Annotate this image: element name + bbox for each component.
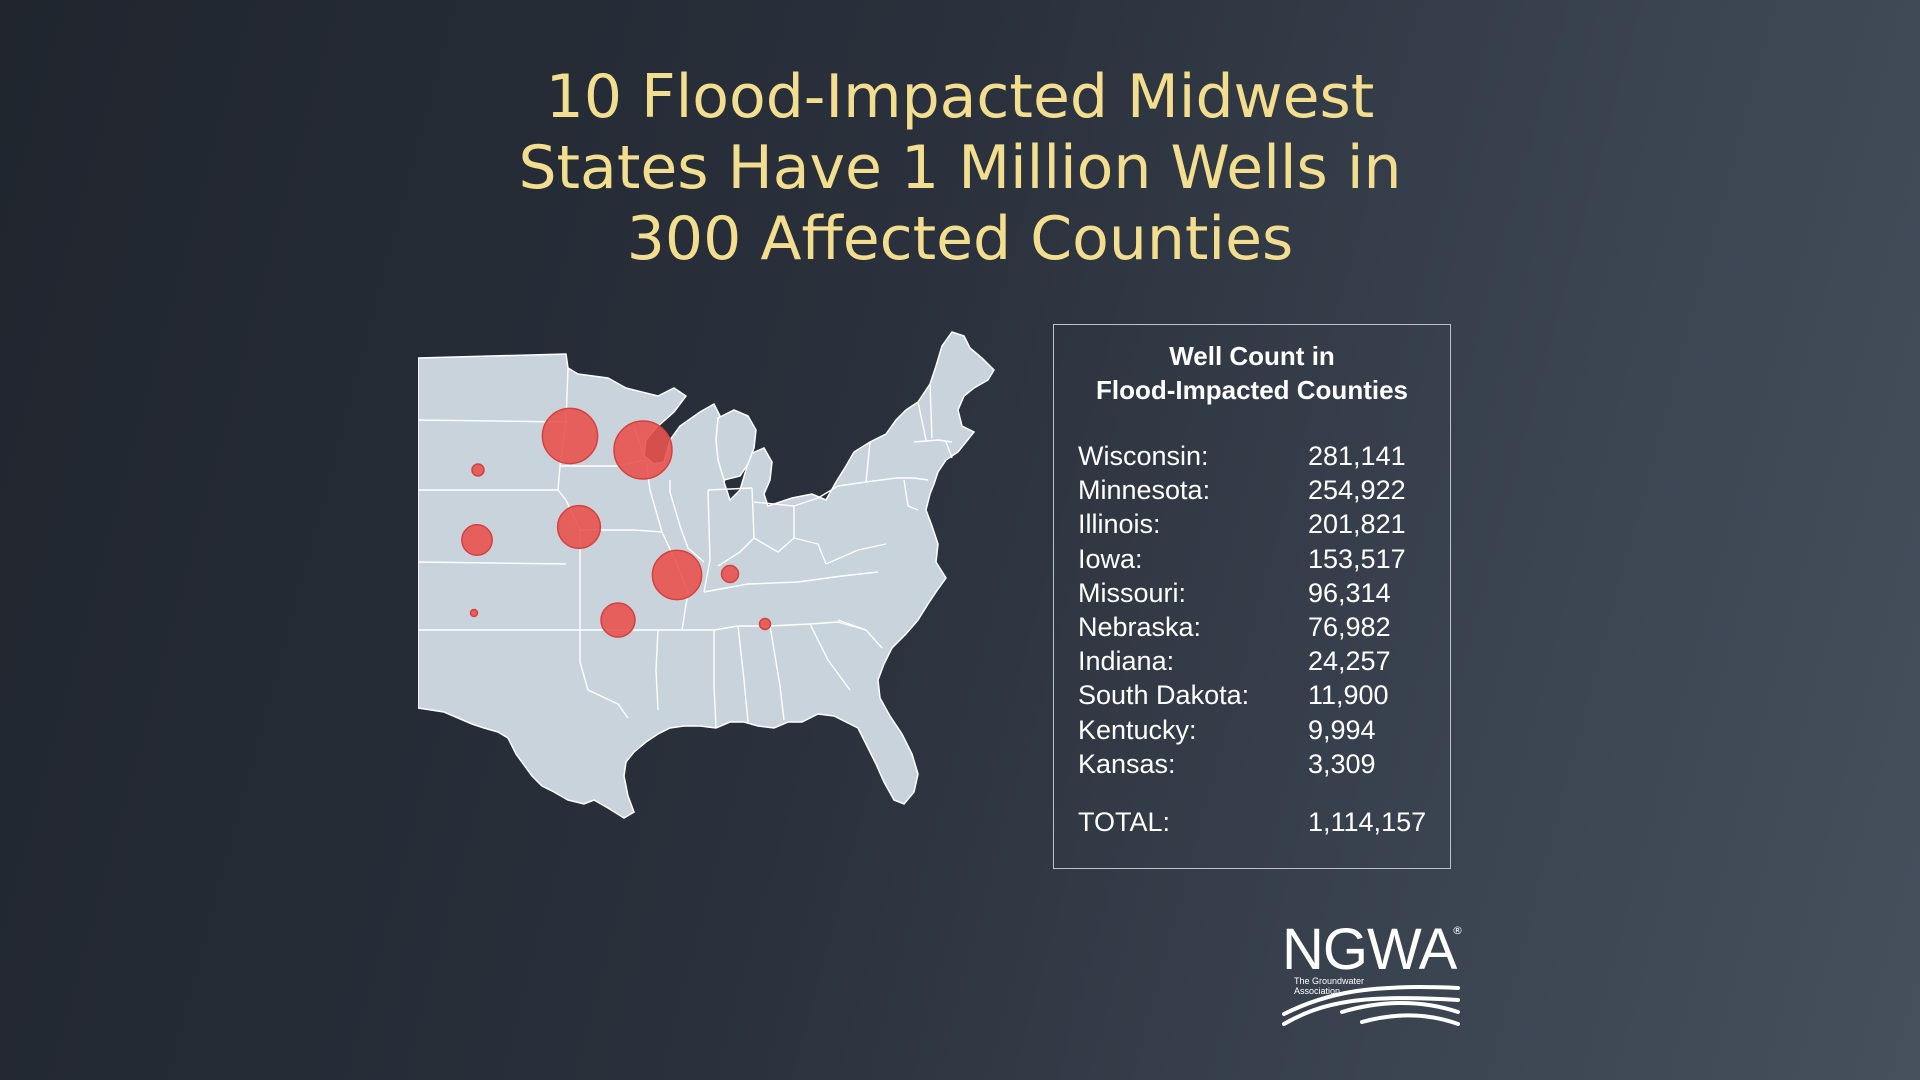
table-row: Iowa: 153,517 — [1078, 542, 1438, 576]
total-value: 1,114,157 — [1308, 807, 1427, 837]
well-count-value: 9,994 — [1308, 714, 1376, 745]
well-marker-south-dakota — [471, 463, 485, 477]
title-line-1: 10 Flood-Impacted Midwest — [545, 62, 1375, 132]
well-marker-wisconsin — [613, 420, 673, 480]
state-label: Indiana: — [1078, 646, 1175, 677]
table-row: Missouri: 96,314 — [1078, 576, 1438, 610]
title-line-2: States Have 1 Million Wells in — [518, 133, 1402, 203]
well-marker-indiana — [720, 564, 740, 584]
us-map-svg — [418, 331, 995, 819]
infographic-title: 10 Flood-Impacted Midwest States Have 1 … — [380, 62, 1540, 275]
logo-wordmark: NGWA — [1282, 917, 1457, 982]
table-row: Illinois: 201,821 — [1078, 507, 1438, 541]
table-row: Minnesota: 254,922 — [1078, 473, 1438, 507]
well-count-value: 254,922 — [1308, 475, 1406, 506]
well-count-markers — [461, 407, 772, 638]
well-count-value: 11,900 — [1308, 680, 1389, 711]
well-count-value: 3,309 — [1308, 748, 1376, 779]
well-marker-iowa — [556, 504, 602, 550]
state-label: Iowa: — [1078, 543, 1143, 574]
table-row: Kansas: 3,309 — [1078, 747, 1438, 781]
state-label: Kentucky: — [1078, 714, 1197, 745]
table-total-row: TOTAL: 1,114,157 — [1078, 805, 1438, 839]
title-line-3: 300 Affected Counties — [626, 204, 1294, 274]
table-row: Wisconsin: 281,141 — [1078, 439, 1438, 473]
table-row: Nebraska: 76,982 — [1078, 610, 1438, 644]
state-label: Minnesota: — [1078, 475, 1211, 506]
table-row: Kentucky: 9,994 — [1078, 713, 1438, 747]
us-map — [418, 330, 1044, 922]
logo-tagline: The Groundwater Association — [1294, 976, 1374, 996]
well-marker-kentucky — [758, 617, 772, 631]
well-count-value: 153,517 — [1308, 543, 1406, 574]
state-label: Nebraska: — [1078, 612, 1202, 642]
well-marker-illinois — [651, 549, 703, 601]
well-count-value: 76,982 — [1308, 612, 1391, 642]
michigan-peninsula — [715, 409, 757, 481]
well-count-value: 96,314 — [1308, 577, 1391, 608]
well-marker-kansas — [469, 608, 479, 618]
table-title-line-2: Flood-Impacted Counties — [1096, 375, 1408, 405]
table-row: Indiana: 24,257 — [1078, 644, 1438, 678]
total-label: TOTAL: — [1078, 807, 1171, 837]
well-marker-minnesota — [541, 407, 599, 465]
well-count-value: 281,141 — [1308, 441, 1406, 471]
well-marker-missouri — [600, 602, 636, 638]
state-label: Illinois: — [1078, 509, 1161, 540]
ngwa-logo: NGWA ® The Groundwater Association — [1282, 917, 1463, 1028]
state-label: Wisconsin: — [1078, 441, 1209, 471]
well-count-table: Well Count in Flood-Impacted Counties Wi… — [1053, 324, 1451, 869]
table-row: South Dakota: 11,900 — [1078, 678, 1438, 712]
logo-tagline-line-2: Association — [1294, 986, 1341, 996]
logo-tagline-line-1: The Groundwater — [1294, 976, 1365, 986]
state-label: Missouri: — [1078, 577, 1187, 608]
table-title-line-1: Well Count in — [1169, 341, 1335, 371]
state-label: South Dakota: — [1078, 680, 1250, 711]
well-marker-nebraska — [461, 524, 493, 556]
table-title: Well Count in Flood-Impacted Counties — [1054, 339, 1450, 407]
state-label: Kansas: — [1078, 748, 1176, 779]
well-count-value: 24,257 — [1308, 646, 1391, 677]
wave-icon — [1282, 985, 1460, 1026]
us-landmass — [418, 331, 995, 819]
registered-mark: ® — [1452, 924, 1463, 937]
well-count-value: 201,821 — [1308, 509, 1406, 540]
